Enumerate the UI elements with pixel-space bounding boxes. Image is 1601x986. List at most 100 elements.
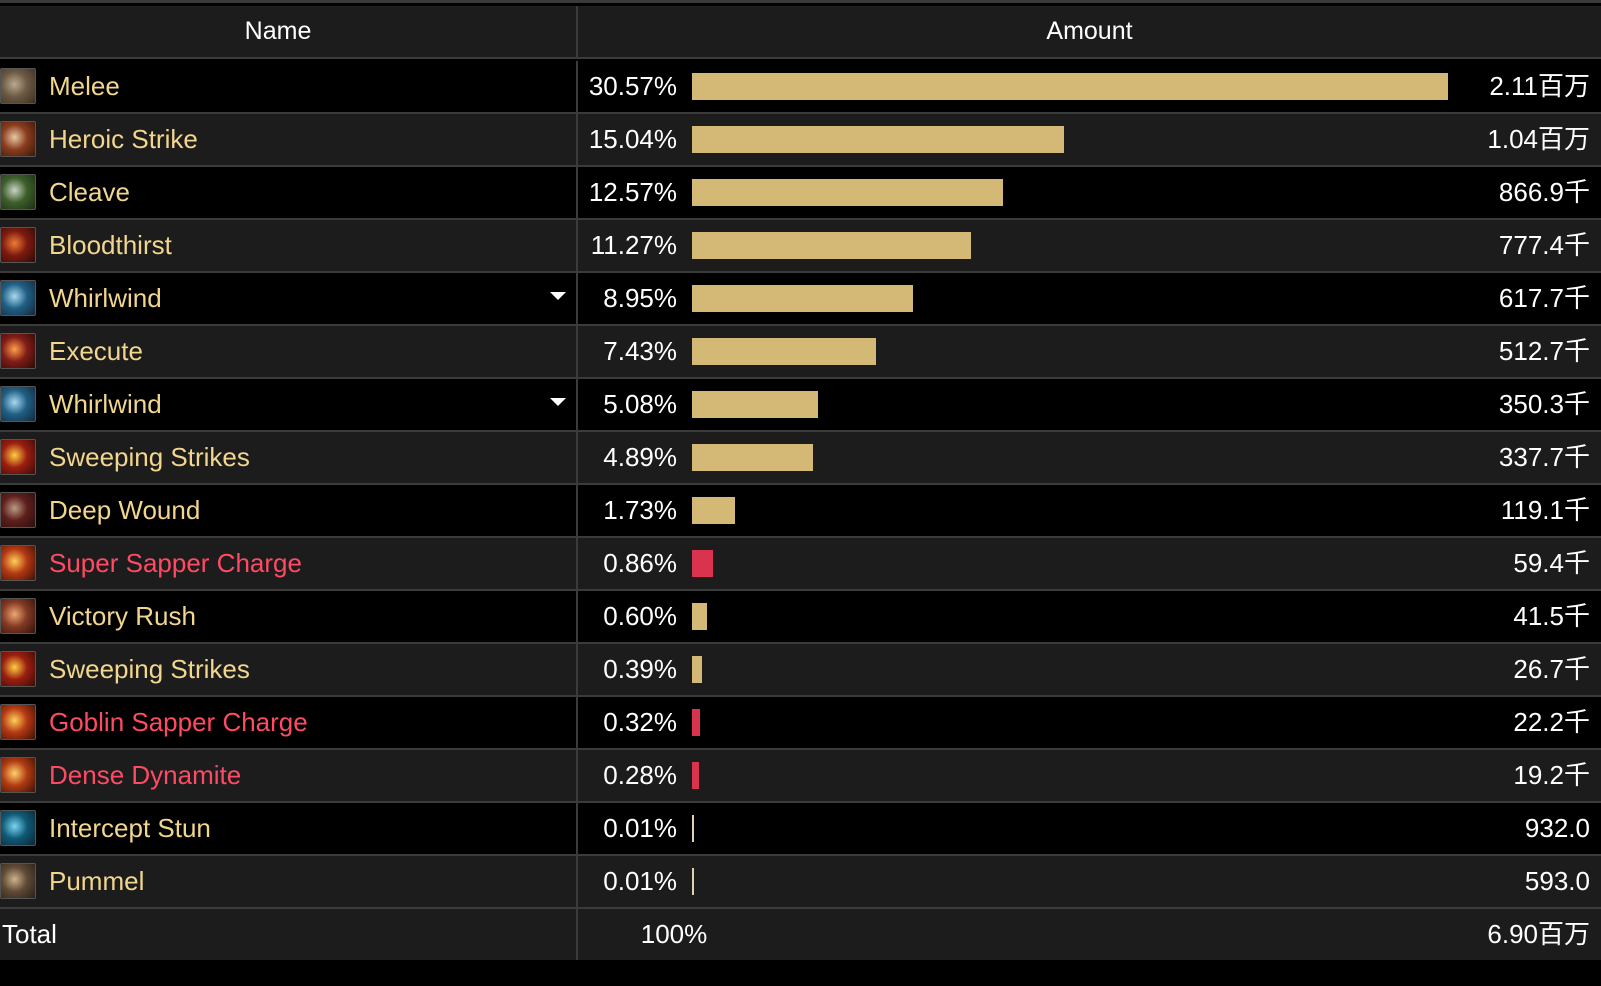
spell-name[interactable]: Victory Rush [49,601,196,631]
amount-column-header[interactable]: Amount [578,6,1601,57]
damage-percentage: 8.95% [603,283,677,313]
total-name-cell: Total [0,909,578,960]
amount-header-label: Amount [1046,17,1133,45]
pummel-icon [0,863,36,899]
deep-wound-icon [0,492,36,528]
spell-amount-cell: 12.57% 866.9千 [578,167,1601,218]
name-column-header[interactable]: Name [0,6,578,57]
spell-name-cell: Bloodthirst [0,220,578,271]
damage-percentage: 0.32% [603,707,677,737]
spell-amount-cell: 8.95% 617.7千 [578,273,1601,324]
damage-bar [692,179,1003,206]
table-row[interactable]: Goblin Sapper Charge 0.32% 22.2千 [0,697,1601,750]
damage-bar [692,285,913,312]
damage-percentage: 1.73% [603,495,677,525]
spell-amount-cell: 0.01% 593.0 [578,856,1601,907]
damage-percentage: 0.60% [603,601,677,631]
damage-percentage: 0.86% [603,548,677,578]
spell-amount-cell: 30.57% 2.11百万 [578,61,1601,112]
table-row[interactable]: Pummel 0.01% 593.0 [0,856,1601,909]
table-row[interactable]: Victory Rush 0.60% 41.5千 [0,591,1601,644]
table-row[interactable]: Super Sapper Charge 0.86% 59.4千 [0,538,1601,591]
expand-caret-icon[interactable] [550,292,566,300]
spell-name[interactable]: Deep Wound [49,495,201,525]
spell-name[interactable]: Heroic Strike [49,124,198,154]
spell-name-cell: Goblin Sapper Charge [0,697,578,748]
damage-percentage: 0.28% [603,760,677,790]
execute-icon [0,333,36,369]
spell-name[interactable]: Super Sapper Charge [49,548,302,578]
expand-caret-icon[interactable] [550,398,566,406]
table-row[interactable]: Bloodthirst 11.27% 777.4千 [0,220,1601,273]
damage-amount: 337.7千 [1498,442,1590,472]
table-row[interactable]: Whirlwind 8.95% 617.7千 [0,273,1601,326]
spell-name[interactable]: Pummel [49,866,145,896]
spell-name[interactable]: Whirlwind [49,389,162,419]
table-row[interactable]: Sweeping Strikes 4.89% 337.7千 [0,432,1601,485]
spell-name[interactable]: Sweeping Strikes [49,654,250,684]
damage-amount: 593.0 [1524,866,1590,896]
table-row[interactable]: Deep Wound 1.73% 119.1千 [0,485,1601,538]
total-label: Total [2,919,57,949]
victory-rush-icon [0,598,36,634]
total-amount-cell: 100% 6.90百万 [578,909,1601,960]
damage-bar [692,762,699,789]
spell-name-cell: Dense Dynamite [0,750,578,801]
table-row[interactable]: Heroic Strike 15.04% 1.04百万 [0,114,1601,167]
table-row[interactable]: Dense Dynamite 0.28% 19.2千 [0,750,1601,803]
table-row[interactable]: Execute 7.43% 512.7千 [0,326,1601,379]
damage-amount: 2.11百万 [1489,71,1590,101]
melee-icon [0,68,36,104]
spell-name[interactable]: Sweeping Strikes [49,442,250,472]
damage-amount: 19.2千 [1513,760,1590,790]
total-amount: 6.90百万 [1487,919,1590,949]
spell-name[interactable]: Intercept Stun [49,813,211,843]
table-row[interactable]: Melee 30.57% 2.11百万 [0,61,1601,114]
spell-name-cell: Super Sapper Charge [0,538,578,589]
spell-name[interactable]: Execute [49,336,143,366]
spell-name[interactable]: Dense Dynamite [49,760,242,790]
spell-name-cell: Melee [0,61,578,112]
table-row[interactable]: Sweeping Strikes 0.39% 26.7千 [0,644,1601,697]
spell-name-cell: Execute [0,326,578,377]
damage-bar [692,709,700,736]
damage-amount: 26.7千 [1513,654,1590,684]
damage-amount: 932.0 [1524,813,1590,843]
sweeping-strikes-icon [0,439,36,475]
spell-name-cell: Cleave [0,167,578,218]
damage-percentage: 30.57% [588,71,677,101]
table-row[interactable]: Intercept Stun 0.01% 932.0 [0,803,1601,856]
spell-name-cell: Intercept Stun [0,803,578,854]
table-row[interactable]: Cleave 12.57% 866.9千 [0,167,1601,220]
spell-name-cell: Pummel [0,856,578,907]
damage-amount: 617.7千 [1498,283,1590,313]
spell-name[interactable]: Bloodthirst [49,230,172,260]
damage-amount: 41.5千 [1513,601,1590,631]
dynamite-icon [0,757,36,793]
damage-bar [692,338,876,365]
spell-amount-cell: 0.32% 22.2千 [578,697,1601,748]
damage-amount: 777.4千 [1498,230,1590,260]
table-row[interactable]: Whirlwind 5.08% 350.3千 [0,379,1601,432]
damage-bar [692,656,702,683]
table-bottom-gap [0,960,1601,986]
spell-name[interactable]: Goblin Sapper Charge [49,707,308,737]
spell-name-cell: Victory Rush [0,591,578,642]
damage-bar [692,603,707,630]
damage-bar [692,868,694,895]
spell-amount-cell: 0.01% 932.0 [578,803,1601,854]
damage-amount: 22.2千 [1513,707,1590,737]
damage-amount: 866.9千 [1498,177,1590,207]
heroic-strike-icon [0,121,36,157]
damage-amount: 1.04百万 [1487,124,1590,154]
spell-name[interactable]: Whirlwind [49,283,162,313]
spell-amount-cell: 15.04% 1.04百万 [578,114,1601,165]
spell-name-cell: Deep Wound [0,485,578,536]
spell-name-cell: Whirlwind [0,273,578,324]
spell-amount-cell: 0.28% 19.2千 [578,750,1601,801]
damage-percentage: 12.57% [588,177,677,207]
spell-name[interactable]: Cleave [49,177,130,207]
damage-percentage: 15.04% [588,124,677,154]
damage-bar [692,497,735,524]
spell-name[interactable]: Melee [49,71,120,101]
